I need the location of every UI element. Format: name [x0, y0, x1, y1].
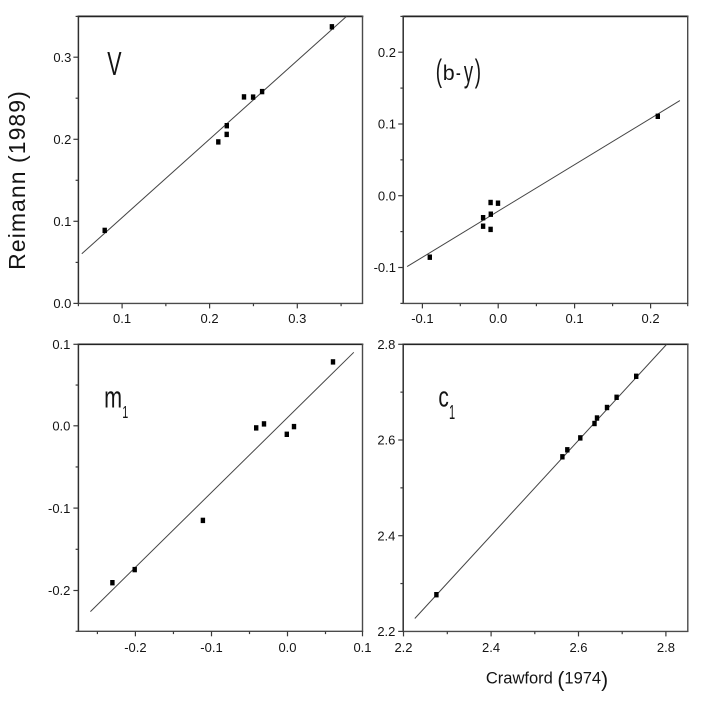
svg-text:-0.1: -0.1	[200, 640, 222, 655]
svg-text:2.6: 2.6	[569, 640, 587, 655]
svg-text:V: V	[107, 45, 122, 82]
svg-text:-: -	[456, 60, 461, 84]
svg-text:0.2: 0.2	[378, 45, 396, 60]
svg-text:0.0: 0.0	[53, 296, 71, 311]
svg-text:0.2: 0.2	[642, 311, 660, 326]
svg-text:-0.2: -0.2	[48, 583, 70, 598]
svg-text:1: 1	[449, 402, 455, 424]
svg-text:-0.1: -0.1	[48, 501, 70, 516]
svg-text:0.1: 0.1	[378, 117, 396, 132]
svg-text:0.0: 0.0	[378, 188, 396, 203]
svg-text:0.1: 0.1	[566, 311, 584, 326]
svg-text:0.0: 0.0	[278, 640, 296, 655]
svg-text:): )	[475, 53, 481, 90]
svg-text:0.1: 0.1	[53, 214, 71, 229]
svg-text:0.0: 0.0	[489, 311, 507, 326]
svg-text:2.6: 2.6	[377, 433, 395, 448]
svg-text:m: m	[104, 380, 122, 415]
svg-text:0.3: 0.3	[53, 50, 71, 65]
svg-text:0.1: 0.1	[52, 337, 70, 352]
svg-text:Reimann (1989): Reimann (1989)	[4, 90, 30, 270]
svg-text:2.8: 2.8	[377, 337, 395, 352]
svg-text:-0.1: -0.1	[411, 311, 433, 326]
svg-text:1: 1	[122, 403, 128, 422]
svg-text:0.1: 0.1	[113, 311, 131, 326]
svg-text:c: c	[438, 381, 448, 413]
svg-text:-0.1: -0.1	[374, 260, 396, 275]
svg-text:2.2: 2.2	[377, 624, 395, 639]
svg-text:0.0: 0.0	[52, 419, 70, 434]
svg-text:0.3: 0.3	[288, 311, 306, 326]
svg-text:-0.2: -0.2	[124, 640, 146, 655]
svg-text:2.4: 2.4	[482, 640, 500, 655]
svg-text:y: y	[464, 56, 473, 90]
svg-text:2.8: 2.8	[657, 640, 675, 655]
svg-text:0.2: 0.2	[201, 311, 219, 326]
svg-text:2.2: 2.2	[394, 640, 412, 655]
svg-text:0.1: 0.1	[353, 640, 371, 655]
svg-text:2.4: 2.4	[377, 528, 395, 543]
svg-text:b: b	[443, 61, 455, 85]
svg-text:(: (	[436, 55, 443, 89]
svg-text:0.2: 0.2	[53, 132, 71, 147]
svg-text:Crawford (1974): Crawford (1974)	[486, 669, 608, 692]
